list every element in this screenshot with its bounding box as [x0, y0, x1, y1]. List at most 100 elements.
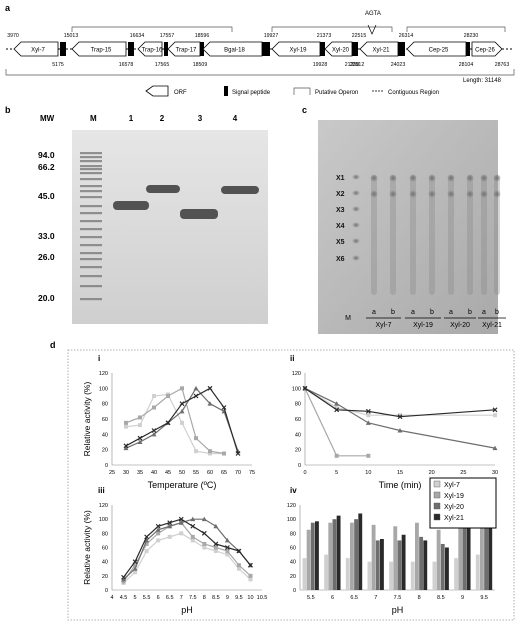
- x-tick-label: 70: [235, 470, 241, 476]
- gene-name-label: Cep-25: [429, 47, 449, 53]
- y-tick-label: 20: [290, 574, 296, 580]
- length-label: Length: 31148: [463, 78, 502, 84]
- y-tick-label: 0: [293, 588, 296, 594]
- x-tick-label: 20: [429, 470, 435, 476]
- agta-marker: [367, 24, 377, 35]
- product-spot: [447, 190, 455, 198]
- legend-label: Xyl-7: [444, 482, 460, 489]
- data-point: [179, 531, 184, 536]
- lane-number: 2: [160, 114, 165, 123]
- lane-letter: b: [430, 309, 434, 316]
- data-point: [193, 385, 199, 391]
- gene-name-label: Trap-15: [91, 47, 112, 53]
- product-spot: [466, 190, 474, 198]
- x-tick-label: 50: [179, 470, 185, 476]
- y-tick-label: 120: [99, 503, 108, 509]
- x-tick-label: 60: [207, 470, 213, 476]
- series-line: [123, 518, 251, 578]
- x-axis-title: Temperature (ºC): [148, 480, 217, 490]
- gene-start-coordinate: 17557: [160, 33, 175, 39]
- bar: [302, 558, 307, 590]
- tlc-lane-smear: [448, 175, 454, 295]
- lane-number: 1: [129, 114, 134, 123]
- bar: [371, 524, 376, 590]
- data-point: [221, 405, 227, 410]
- data-point: [213, 541, 219, 547]
- protein-band: [221, 186, 259, 194]
- data-point: [152, 405, 156, 410]
- panel-d-label: d: [50, 340, 56, 350]
- gene-end-coordinate: 5175: [52, 62, 64, 68]
- data-point: [180, 386, 184, 391]
- legend-signal-icon: [224, 86, 228, 96]
- tlc-lane-smear: [371, 175, 377, 295]
- data-point: [166, 394, 170, 398]
- data-point: [155, 523, 161, 529]
- data-point: [492, 407, 498, 413]
- x-tick-label: 25: [109, 470, 115, 476]
- x-tick-label: 9: [226, 595, 229, 601]
- gene-start-coordinate: 3970: [7, 33, 19, 39]
- gene-name-label: Trap-17: [176, 47, 197, 53]
- lane-letter: a: [449, 309, 453, 316]
- protein-band: [180, 209, 218, 219]
- x-tick-label: 5: [134, 595, 137, 601]
- y-tick-label: 80: [102, 531, 108, 537]
- standard-spot: [352, 255, 360, 261]
- agta-label: AGTA: [365, 11, 381, 17]
- y-tick-label: 100: [287, 517, 296, 523]
- legend-box: [429, 477, 497, 529]
- bar: [393, 526, 398, 590]
- data-point: [178, 520, 184, 525]
- gene-orf-arrow: [324, 41, 353, 57]
- x-tick-label: 4: [110, 595, 113, 601]
- y-tick-label: 60: [102, 546, 108, 552]
- panel-c-tlc: c X1 X2 X3 X4 X5 X6 a b a b a b a b M Xyl-7 Xyl-19 Xyl-20…: [302, 105, 506, 334]
- lane-letter: b: [391, 309, 395, 316]
- mw-label: 66.2: [38, 162, 55, 172]
- data-point: [178, 516, 184, 522]
- chart-d-iv: iv 0 20 40 60 80 100 120 5.5 6 6.5 7 7.5 8 8.5 9 9.5 pH: [287, 486, 495, 615]
- y-tick-label: 120: [292, 371, 301, 377]
- subpanel-label: ii: [290, 354, 294, 363]
- marker-band: [80, 165, 102, 168]
- data-point: [236, 563, 241, 568]
- x-tick-label: 8: [203, 595, 206, 601]
- y-tick-label: 40: [290, 560, 296, 566]
- marker-band: [80, 196, 102, 199]
- data-point: [190, 516, 196, 522]
- group-label: Xyl-21: [482, 322, 502, 329]
- marker-band: [80, 172, 102, 175]
- x-tick-label: 4.5: [120, 595, 128, 601]
- data-point: [225, 552, 230, 557]
- marker-band: [80, 285, 102, 288]
- x-tick-label: 6.5: [350, 595, 358, 601]
- product-spot: [466, 174, 474, 182]
- marker-band: [80, 236, 102, 239]
- bar: [415, 522, 419, 590]
- marker-band: [80, 252, 102, 255]
- group-label: Xyl-19: [413, 322, 433, 329]
- bar: [484, 522, 489, 590]
- gene-orf-arrow: [167, 41, 201, 57]
- legend-label: Xyl-20: [444, 504, 464, 511]
- gene-start-coordinate: 26314: [399, 33, 414, 39]
- x-tick-label: 30: [492, 470, 498, 476]
- y-tick-label: 20: [102, 574, 108, 580]
- marker-band: [80, 160, 102, 163]
- gel-bands-layer: 94.0 66.2 45.0 33.0 26.0 20.0 1 2 3 4: [38, 114, 259, 303]
- bar: [328, 522, 333, 590]
- data-point: [248, 577, 253, 582]
- y-tick-label: 80: [295, 402, 301, 408]
- x-tick-label: 8.5: [212, 595, 220, 601]
- y-tick-label: 20: [295, 448, 301, 454]
- bar: [432, 561, 437, 590]
- data-point: [235, 451, 241, 456]
- y-tick-label: 20: [102, 448, 108, 454]
- xylo-oligo-label: X2: [336, 191, 345, 198]
- bar: [436, 529, 441, 590]
- x-tick-label: 25: [460, 470, 466, 476]
- marker-band: [80, 298, 102, 301]
- legend-operon-icon: [293, 87, 311, 95]
- chart-d-iii: iii 0 20 40 60 80 100 120 Relative activity (%) 4…: [82, 486, 267, 615]
